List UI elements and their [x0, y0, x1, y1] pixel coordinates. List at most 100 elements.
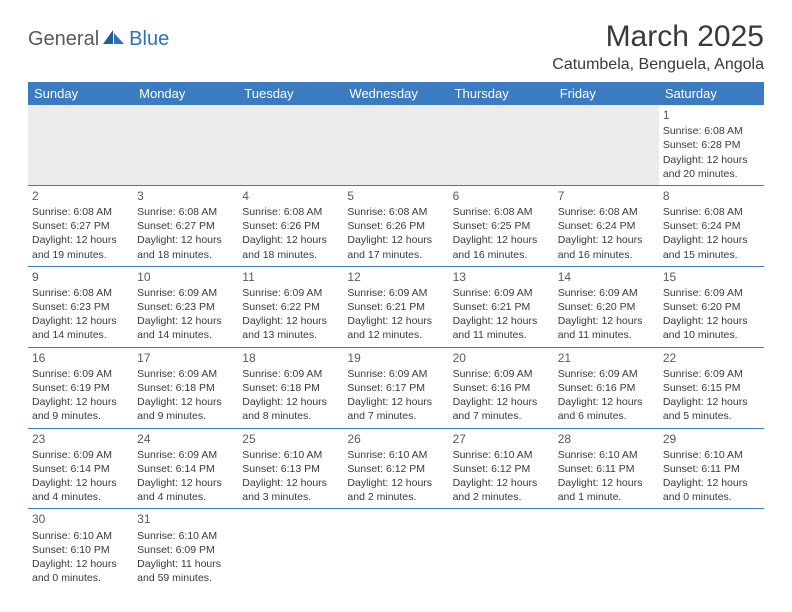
sunset-line: Sunset: 6:12 PM: [453, 462, 550, 476]
day-number: 26: [347, 431, 444, 447]
sunrise-line: Sunrise: 6:09 AM: [32, 367, 129, 381]
daylight-line: Daylight: 12 hours and 0 minutes.: [663, 476, 760, 504]
sunset-line: Sunset: 6:25 PM: [453, 219, 550, 233]
sunset-line: Sunset: 6:16 PM: [558, 381, 655, 395]
calendar-cell: 17Sunrise: 6:09 AMSunset: 6:18 PMDayligh…: [133, 347, 238, 428]
day-number: 9: [32, 269, 129, 285]
logo-text-general: General: [28, 28, 99, 51]
daylight-line: Daylight: 12 hours and 18 minutes.: [242, 233, 339, 261]
sunrise-line: Sunrise: 6:09 AM: [453, 367, 550, 381]
title-block: March 2025 Catumbela, Benguela, Angola: [552, 20, 764, 74]
weekday-header: Tuesday: [238, 82, 343, 105]
calendar-cell: 4Sunrise: 6:08 AMSunset: 6:26 PMDaylight…: [238, 185, 343, 266]
daylight-line: Daylight: 12 hours and 19 minutes.: [32, 233, 129, 261]
sunrise-line: Sunrise: 6:08 AM: [137, 205, 234, 219]
weekday-header: Saturday: [659, 82, 764, 105]
sunset-line: Sunset: 6:21 PM: [347, 300, 444, 314]
sunrise-line: Sunrise: 6:10 AM: [558, 448, 655, 462]
sunrise-line: Sunrise: 6:10 AM: [242, 448, 339, 462]
day-number: 17: [137, 350, 234, 366]
sunrise-line: Sunrise: 6:10 AM: [137, 529, 234, 543]
sunrise-line: Sunrise: 6:09 AM: [137, 367, 234, 381]
day-number: 8: [663, 188, 760, 204]
sunrise-line: Sunrise: 6:08 AM: [242, 205, 339, 219]
calendar-cell: 12Sunrise: 6:09 AMSunset: 6:21 PMDayligh…: [343, 266, 448, 347]
daylight-line: Daylight: 12 hours and 6 minutes.: [558, 395, 655, 423]
sunset-line: Sunset: 6:11 PM: [663, 462, 760, 476]
calendar-table: SundayMondayTuesdayWednesdayThursdayFrid…: [28, 82, 764, 589]
sunset-line: Sunset: 6:22 PM: [242, 300, 339, 314]
sunset-line: Sunset: 6:18 PM: [242, 381, 339, 395]
day-number: 29: [663, 431, 760, 447]
calendar-cell: 3Sunrise: 6:08 AMSunset: 6:27 PMDaylight…: [133, 185, 238, 266]
day-number: 21: [558, 350, 655, 366]
day-number: 10: [137, 269, 234, 285]
calendar-cell: 11Sunrise: 6:09 AMSunset: 6:22 PMDayligh…: [238, 266, 343, 347]
calendar-cell: 28Sunrise: 6:10 AMSunset: 6:11 PMDayligh…: [554, 428, 659, 509]
sunset-line: Sunset: 6:18 PM: [137, 381, 234, 395]
calendar-cell: 13Sunrise: 6:09 AMSunset: 6:21 PMDayligh…: [449, 266, 554, 347]
calendar-cell: 19Sunrise: 6:09 AMSunset: 6:17 PMDayligh…: [343, 347, 448, 428]
sunrise-line: Sunrise: 6:09 AM: [137, 448, 234, 462]
daylight-line: Daylight: 12 hours and 18 minutes.: [137, 233, 234, 261]
calendar-cell: 21Sunrise: 6:09 AMSunset: 6:16 PMDayligh…: [554, 347, 659, 428]
sunrise-line: Sunrise: 6:09 AM: [663, 367, 760, 381]
sunset-line: Sunset: 6:24 PM: [558, 219, 655, 233]
sunrise-line: Sunrise: 6:09 AM: [242, 367, 339, 381]
sunrise-line: Sunrise: 6:09 AM: [347, 367, 444, 381]
sunset-line: Sunset: 6:27 PM: [137, 219, 234, 233]
calendar-cell: 6Sunrise: 6:08 AMSunset: 6:25 PMDaylight…: [449, 185, 554, 266]
sunset-line: Sunset: 6:14 PM: [137, 462, 234, 476]
sunrise-line: Sunrise: 6:08 AM: [453, 205, 550, 219]
calendar-cell: 26Sunrise: 6:10 AMSunset: 6:12 PMDayligh…: [343, 428, 448, 509]
sunrise-line: Sunrise: 6:09 AM: [453, 286, 550, 300]
daylight-line: Daylight: 12 hours and 11 minutes.: [453, 314, 550, 342]
sunset-line: Sunset: 6:23 PM: [32, 300, 129, 314]
sunrise-line: Sunrise: 6:09 AM: [558, 286, 655, 300]
daylight-line: Daylight: 12 hours and 4 minutes.: [137, 476, 234, 504]
sunrise-line: Sunrise: 6:08 AM: [347, 205, 444, 219]
calendar-cell: 29Sunrise: 6:10 AMSunset: 6:11 PMDayligh…: [659, 428, 764, 509]
header: General Blue March 2025 Catumbela, Bengu…: [28, 20, 764, 74]
sunset-line: Sunset: 6:19 PM: [32, 381, 129, 395]
calendar-cell: 20Sunrise: 6:09 AMSunset: 6:16 PMDayligh…: [449, 347, 554, 428]
sunrise-line: Sunrise: 6:09 AM: [347, 286, 444, 300]
daylight-line: Daylight: 11 hours and 59 minutes.: [137, 557, 234, 585]
sunrise-line: Sunrise: 6:09 AM: [242, 286, 339, 300]
day-number: 16: [32, 350, 129, 366]
day-number: 13: [453, 269, 550, 285]
calendar-cell: [554, 509, 659, 589]
daylight-line: Daylight: 12 hours and 5 minutes.: [663, 395, 760, 423]
sunrise-line: Sunrise: 6:08 AM: [558, 205, 655, 219]
day-number: 7: [558, 188, 655, 204]
sunrise-line: Sunrise: 6:08 AM: [663, 205, 760, 219]
calendar-cell: 30Sunrise: 6:10 AMSunset: 6:10 PMDayligh…: [28, 509, 133, 589]
calendar-cell: 18Sunrise: 6:09 AMSunset: 6:18 PMDayligh…: [238, 347, 343, 428]
sunset-line: Sunset: 6:20 PM: [663, 300, 760, 314]
daylight-line: Daylight: 12 hours and 0 minutes.: [32, 557, 129, 585]
sunset-line: Sunset: 6:10 PM: [32, 543, 129, 557]
daylight-line: Daylight: 12 hours and 14 minutes.: [32, 314, 129, 342]
calendar-cell: 25Sunrise: 6:10 AMSunset: 6:13 PMDayligh…: [238, 428, 343, 509]
sunset-line: Sunset: 6:14 PM: [32, 462, 129, 476]
sunrise-line: Sunrise: 6:09 AM: [558, 367, 655, 381]
day-number: 5: [347, 188, 444, 204]
sunset-line: Sunset: 6:15 PM: [663, 381, 760, 395]
calendar-cell: 15Sunrise: 6:09 AMSunset: 6:20 PMDayligh…: [659, 266, 764, 347]
sunrise-line: Sunrise: 6:09 AM: [32, 448, 129, 462]
daylight-line: Daylight: 12 hours and 14 minutes.: [137, 314, 234, 342]
calendar-cell: 2Sunrise: 6:08 AMSunset: 6:27 PMDaylight…: [28, 185, 133, 266]
calendar-cell: 22Sunrise: 6:09 AMSunset: 6:15 PMDayligh…: [659, 347, 764, 428]
sunset-line: Sunset: 6:12 PM: [347, 462, 444, 476]
logo-text-blue: Blue: [129, 28, 169, 51]
daylight-line: Daylight: 12 hours and 2 minutes.: [347, 476, 444, 504]
calendar-cell: 24Sunrise: 6:09 AMSunset: 6:14 PMDayligh…: [133, 428, 238, 509]
calendar-cell: 1Sunrise: 6:08 AMSunset: 6:28 PMDaylight…: [659, 105, 764, 185]
sunset-line: Sunset: 6:26 PM: [347, 219, 444, 233]
day-number: 27: [453, 431, 550, 447]
daylight-line: Daylight: 12 hours and 11 minutes.: [558, 314, 655, 342]
sunrise-line: Sunrise: 6:10 AM: [347, 448, 444, 462]
daylight-line: Daylight: 12 hours and 13 minutes.: [242, 314, 339, 342]
daylight-line: Daylight: 12 hours and 1 minute.: [558, 476, 655, 504]
calendar-cell: 8Sunrise: 6:08 AMSunset: 6:24 PMDaylight…: [659, 185, 764, 266]
